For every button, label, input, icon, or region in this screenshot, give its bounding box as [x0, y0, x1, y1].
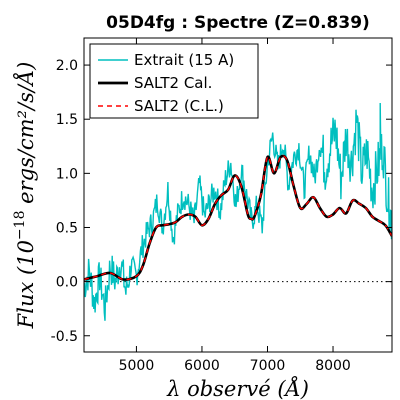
x-axis-label: λ observé (Å) — [166, 376, 309, 400]
y-tick-label: 1.5 — [56, 112, 78, 128]
y-axis-label-pre: Flux (10 — [14, 240, 38, 329]
plot-frame — [83, 37, 393, 353]
x-tick-label: 6000 — [184, 358, 220, 374]
legend-label-extrait: Extrait (15 A) — [134, 51, 234, 69]
series-salt2-cl-line — [84, 155, 392, 281]
y-tick-label: 0.5 — [56, 220, 78, 236]
legend: Extrait (15 A) SALT2 Cal. SALT2 (C.L.) — [89, 43, 259, 119]
legend-label-salt2-cl: SALT2 (C.L.) — [134, 97, 224, 115]
y-axis-label-post: ergs/cm²/s/Å) — [13, 62, 38, 211]
y-tick-label: -0.5 — [51, 329, 78, 345]
y-axis-label: Flux (10−18 ergs/cm²/s/Å) — [12, 62, 38, 330]
y-tick-label: 1.0 — [56, 166, 78, 182]
legend-label-salt2-cal: SALT2 Cal. — [134, 74, 212, 92]
chart-title: 05D4fg : Spectre (Z=0.839) — [106, 13, 370, 33]
y-tick-label: 2.0 — [56, 58, 78, 74]
series-extrait-line — [84, 102, 392, 321]
axis-ticks: 5000 6000 7000 8000 -0.5 0.0 0.5 1.0 1.5 2.0 — [51, 38, 392, 374]
x-tick-label: 7000 — [250, 358, 286, 374]
y-axis-label-exponent: −18 — [12, 211, 28, 241]
y-tick-label: 0.0 — [56, 275, 78, 291]
x-tick-label: 8000 — [315, 358, 351, 374]
series-salt2-cal-line — [84, 154, 392, 281]
x-tick-label: 5000 — [119, 358, 155, 374]
